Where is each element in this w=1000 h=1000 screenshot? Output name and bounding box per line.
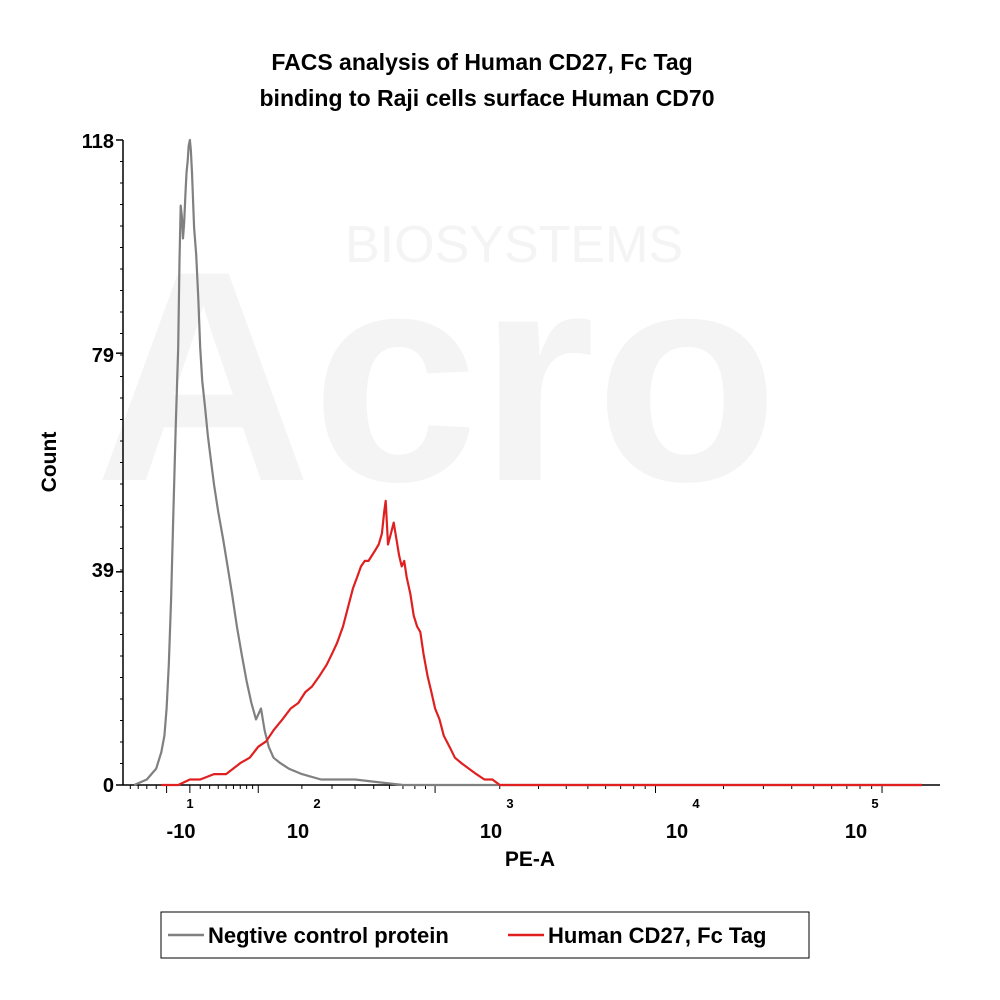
x-tick-exp: 3 — [506, 796, 513, 811]
series-line-0 — [133, 138, 922, 787]
x-tick-exp: 4 — [692, 796, 700, 811]
x-tick-label-10e3: 10 3 — [480, 796, 514, 843]
legend: Negtive control protein Human CD27, Fc T… — [160, 911, 810, 959]
y-minor-ticks — [116, 139, 123, 786]
chart-title-line-2: binding to Raji cells surface Human CD70 — [260, 85, 715, 111]
watermark: BIOSYSTEMS Acro — [95, 208, 779, 544]
y-tick-labels: 0 39 79 118 — [82, 131, 114, 797]
x-tick-base: 10 — [845, 821, 867, 843]
x-tick-base: -10 — [167, 821, 196, 843]
chart-title-line-1: FACS analysis of Human CD27, Fc Tag — [271, 49, 692, 75]
legend-label-human-cd27: Human CD27, Fc Tag — [548, 923, 766, 948]
y-tick-label-79: 79 — [92, 345, 114, 367]
x-tick-labels: -10 1 10 2 10 3 10 4 10 5 — [167, 796, 879, 843]
x-tick-exp: 5 — [871, 796, 878, 811]
x-tick-exp: 1 — [186, 796, 193, 811]
y-tick-label-118: 118 — [82, 131, 114, 153]
watermark-sub-text: BIOSYSTEMS — [345, 216, 683, 274]
y-axis-label: Count — [38, 432, 61, 493]
x-tick-label-10e2: 10 2 — [287, 796, 321, 843]
x-tick-base: 10 — [480, 821, 502, 843]
watermark-brand-text: Acro — [95, 208, 779, 544]
legend-box — [160, 911, 810, 959]
y-tick-label-39: 39 — [92, 560, 114, 582]
x-axis-label: PE-A — [505, 848, 555, 871]
x-tick-base: 10 — [287, 821, 309, 843]
x-tick-label-10e4: 10 4 — [666, 796, 701, 843]
y-tick-label-0: 0 — [103, 775, 114, 797]
series-layer — [133, 138, 922, 787]
x-tick-exp: 2 — [313, 796, 320, 811]
x-tick-label-10e5: 10 5 — [845, 796, 879, 843]
x-tick-base: 10 — [666, 821, 688, 843]
series-line-1 — [161, 499, 922, 787]
x-minor-ticks — [129, 785, 883, 793]
x-tick-label-minus10: -10 1 — [167, 796, 196, 843]
legend-label-negative-control: Negtive control protein — [208, 923, 449, 948]
